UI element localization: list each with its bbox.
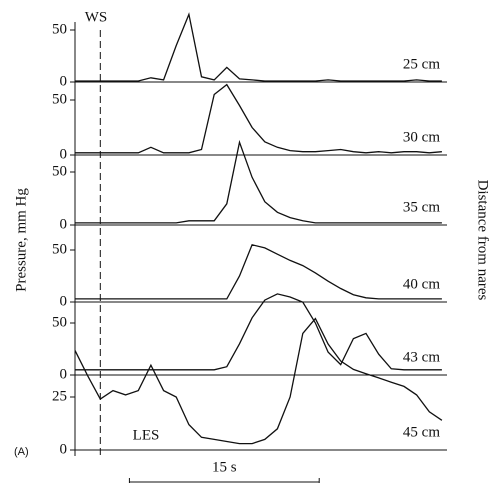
trace	[75, 293, 442, 371]
y-tick-label: 0	[60, 441, 68, 457]
series-label: 40 cm	[403, 276, 440, 292]
y-tick-label: 50	[52, 241, 67, 257]
trace	[75, 12, 442, 82]
y-tick-label: 25	[52, 388, 67, 404]
y-tick-label: 50	[52, 314, 67, 330]
y-tick-label: 0	[60, 73, 68, 89]
trace	[75, 139, 442, 224]
y-tick-label: 0	[60, 146, 68, 162]
y-axis-label: Pressure, mm Hg	[13, 188, 29, 292]
scale-bar-label: 15 s	[212, 459, 237, 475]
trace	[74, 317, 443, 445]
trace	[75, 83, 442, 154]
annotation: WS	[85, 9, 108, 25]
annotation: LES	[133, 427, 160, 443]
y-tick-label: 50	[52, 163, 67, 179]
y-tick-label: 50	[52, 91, 67, 107]
y-tick-label: 0	[60, 293, 68, 309]
series-label: 35 cm	[403, 199, 440, 215]
y-tick-label: 0	[60, 216, 68, 232]
series-label: 30 cm	[403, 129, 440, 145]
y-tick-label: 0	[60, 366, 68, 382]
series-label: 45 cm	[403, 424, 440, 440]
series-label: 43 cm	[403, 349, 440, 365]
series-label: 25 cm	[403, 56, 440, 72]
y2-axis-label: Distance from nares	[475, 180, 491, 301]
y-tick-label: 50	[52, 21, 67, 37]
trace	[75, 244, 442, 300]
panel-label: (A)	[14, 446, 29, 458]
